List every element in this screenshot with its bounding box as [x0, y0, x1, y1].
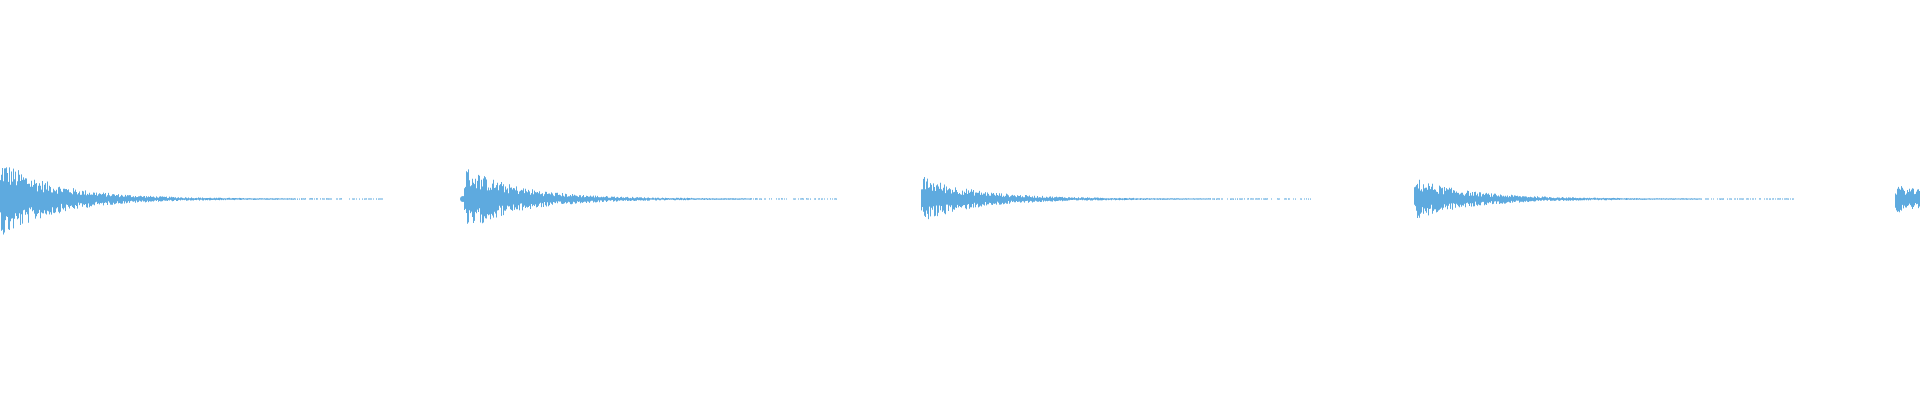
clip-marker — [460, 196, 466, 202]
audio-clip-waveform — [921, 177, 1311, 220]
audio-clip-waveform — [1895, 186, 1920, 213]
audio-clip-waveform — [1414, 179, 1794, 218]
audio-clip-waveform — [0, 167, 383, 235]
